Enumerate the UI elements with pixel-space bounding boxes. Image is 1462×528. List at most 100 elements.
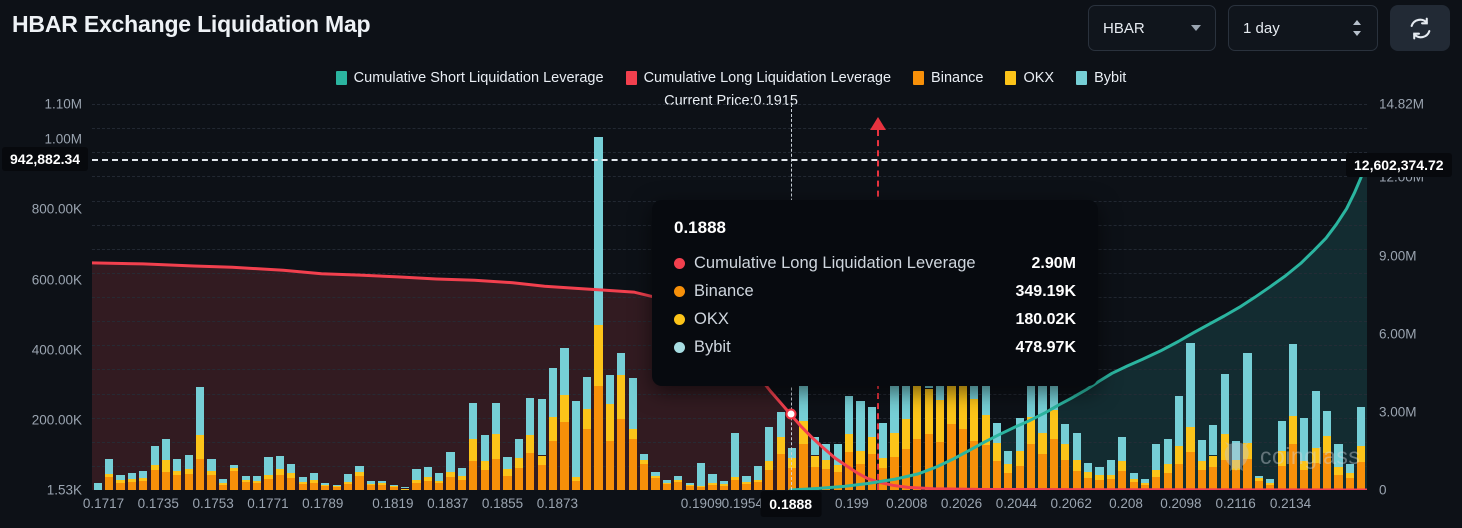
bar-column[interactable]	[674, 475, 683, 490]
bar-column[interactable]	[207, 458, 216, 490]
bar-column[interactable]	[435, 473, 444, 490]
bar-column[interactable]	[992, 423, 1002, 490]
refresh-button[interactable]	[1390, 5, 1450, 51]
bar-column[interactable]	[1311, 390, 1320, 490]
bar-column[interactable]	[810, 437, 819, 490]
bar-column[interactable]	[1083, 462, 1093, 490]
bar-column[interactable]	[469, 402, 478, 490]
bar-column[interactable]	[685, 482, 694, 490]
bar-column[interactable]	[1072, 433, 1081, 490]
bar-column[interactable]	[833, 444, 842, 490]
bar-column[interactable]	[241, 475, 250, 490]
bar-column[interactable]	[867, 406, 876, 490]
legend-item-bybit[interactable]: Bybit	[1076, 70, 1126, 86]
bar-column[interactable]	[799, 373, 808, 490]
bar-column[interactable]	[355, 466, 364, 490]
bar-column[interactable]	[514, 439, 523, 490]
bar-column[interactable]	[708, 474, 717, 490]
bar-column[interactable]	[640, 454, 649, 490]
bar-column[interactable]	[1300, 417, 1309, 490]
bar-column[interactable]	[93, 482, 102, 490]
bar-column[interactable]	[1015, 417, 1024, 490]
bar-column[interactable]	[1323, 410, 1332, 490]
symbol-select[interactable]: HBAR	[1088, 5, 1216, 51]
bar-column[interactable]	[503, 456, 512, 490]
bar-column[interactable]	[1106, 459, 1115, 490]
bar-column[interactable]	[1266, 478, 1275, 490]
bar-column[interactable]	[184, 455, 193, 490]
bar-column[interactable]	[1334, 444, 1343, 490]
bar-column[interactable]	[742, 475, 751, 490]
bar-column[interactable]	[321, 482, 330, 490]
bar-column[interactable]	[844, 395, 854, 490]
bar-column[interactable]	[1140, 478, 1150, 490]
bar-column[interactable]	[264, 456, 273, 490]
bar-column[interactable]	[651, 471, 660, 490]
bar-column[interactable]	[366, 480, 375, 490]
bar-column[interactable]	[1197, 440, 1207, 490]
bar-column[interactable]	[275, 455, 284, 490]
bar-column[interactable]	[196, 387, 205, 490]
bar-column[interactable]	[617, 352, 626, 490]
bar-column[interactable]	[446, 452, 455, 490]
bar-column[interactable]	[1038, 382, 1047, 490]
bar-column[interactable]	[492, 402, 501, 490]
bar-column[interactable]	[1231, 441, 1241, 490]
bar-column[interactable]	[1209, 425, 1218, 490]
bar-column[interactable]	[1345, 463, 1354, 490]
bar-column[interactable]	[662, 479, 671, 490]
bar-column[interactable]	[1220, 374, 1229, 490]
bar-column[interactable]	[526, 397, 535, 490]
bar-column[interactable]	[731, 432, 740, 490]
bar-column[interactable]	[1163, 439, 1172, 490]
bar-column[interactable]	[1118, 437, 1127, 490]
bar-column[interactable]	[457, 467, 467, 490]
bar-column[interactable]	[287, 464, 296, 490]
bar-column[interactable]	[127, 473, 136, 490]
bar-column[interactable]	[1152, 444, 1161, 490]
bar-column[interactable]	[594, 137, 603, 490]
legend-item-cumulative-short[interactable]: Cumulative Short Liquidation Leverage	[335, 70, 604, 86]
bar-column[interactable]	[1129, 472, 1138, 490]
bar-column[interactable]	[150, 446, 159, 490]
bar-column[interactable]	[161, 439, 171, 490]
bar-column[interactable]	[753, 465, 763, 490]
legend-item-cumulative-long[interactable]: Cumulative Long Liquidation Leverage	[625, 70, 891, 86]
bar-column[interactable]	[1095, 466, 1104, 490]
bar-column[interactable]	[104, 458, 114, 490]
legend-item-okx[interactable]: OKX	[1005, 70, 1054, 86]
bar-column[interactable]	[1061, 424, 1070, 490]
legend-item-binance[interactable]: Binance	[913, 70, 983, 86]
bar-column[interactable]	[1277, 420, 1286, 490]
bar-column[interactable]	[583, 377, 592, 490]
bar-column[interactable]	[560, 347, 569, 490]
bar-column[interactable]	[1175, 395, 1184, 490]
bar-column[interactable]	[480, 435, 489, 490]
bar-column[interactable]	[765, 427, 774, 490]
bar-column[interactable]	[1243, 352, 1252, 490]
bar-column[interactable]	[378, 481, 387, 490]
bar-column[interactable]	[981, 376, 990, 490]
bar-column[interactable]	[230, 464, 239, 490]
bar-column[interactable]	[879, 423, 888, 490]
bar-column[interactable]	[571, 400, 580, 490]
bar-column[interactable]	[890, 346, 899, 490]
bar-column[interactable]	[696, 462, 706, 490]
bar-column[interactable]	[856, 400, 865, 490]
bar-column[interactable]	[344, 473, 353, 490]
bar-column[interactable]	[788, 448, 797, 490]
bar-column[interactable]	[332, 484, 341, 490]
bar-column[interactable]	[218, 479, 227, 490]
bar-column[interactable]	[400, 487, 410, 490]
bar-column[interactable]	[1186, 342, 1195, 490]
bar-column[interactable]	[537, 398, 546, 490]
bar-column[interactable]	[298, 476, 307, 490]
bar-column[interactable]	[628, 378, 637, 490]
bar-column[interactable]	[776, 411, 785, 490]
bar-column[interactable]	[309, 473, 319, 490]
bar-column[interactable]	[1288, 343, 1298, 490]
bar-column[interactable]	[412, 468, 421, 490]
bar-column[interactable]	[423, 467, 432, 490]
period-select[interactable]: 1 day	[1228, 5, 1378, 51]
bar-column[interactable]	[252, 475, 262, 490]
